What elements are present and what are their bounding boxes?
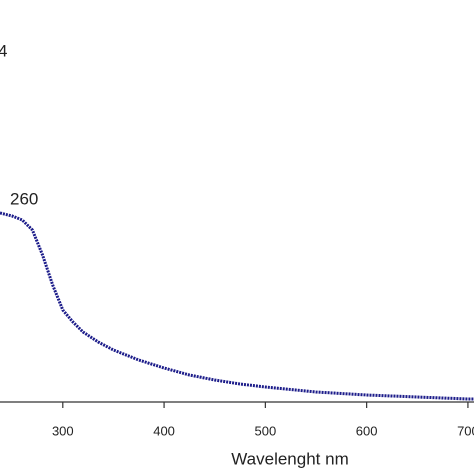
x-tick-label: 400 <box>153 423 175 438</box>
x-tick-label: 700 <box>457 423 474 438</box>
spectrum-line <box>0 211 474 401</box>
x-axis-title: Wavelenght nm <box>231 449 348 468</box>
annotation: 4 <box>0 41 7 60</box>
x-tick-label: 300 <box>52 423 74 438</box>
x-tick-label: 600 <box>356 423 378 438</box>
x-tick-label: 500 <box>255 423 277 438</box>
annotation: 260 <box>10 189 38 208</box>
